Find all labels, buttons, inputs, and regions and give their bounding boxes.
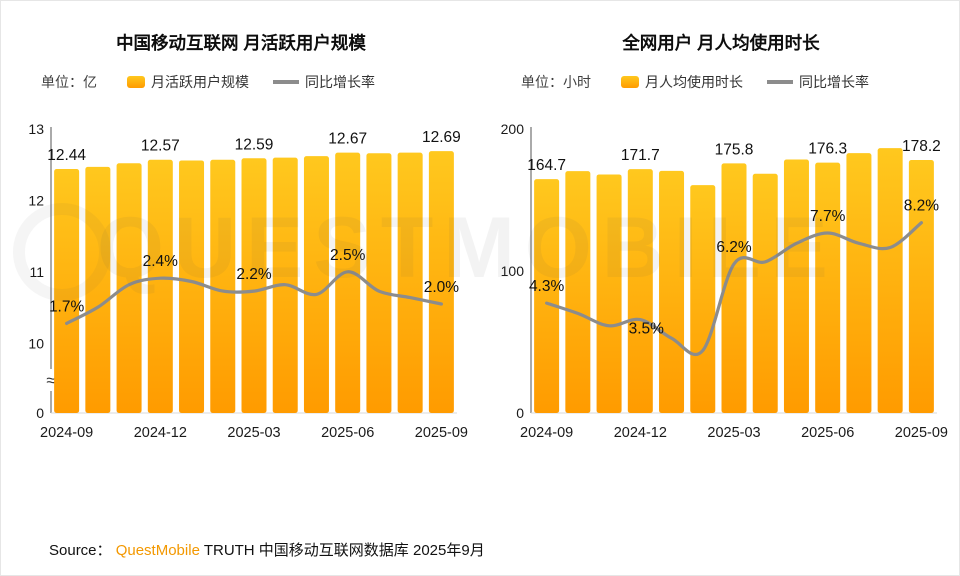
line-value-label: 4.3% (529, 278, 565, 295)
legend-row-duration: 单位：小时 月人均使用时长 同比增长率 (521, 73, 951, 91)
bar-2025-02 (690, 185, 716, 413)
bar-swatch-icon (621, 76, 639, 88)
bar-2025-05 (783, 159, 809, 413)
x-tick-label: 2025-09 (415, 425, 468, 441)
legend-item-line: 同比增长率 (273, 72, 375, 92)
y-tick-label: 11 (29, 264, 44, 280)
bar-2024-12 (627, 169, 653, 413)
bar-2025-01 (659, 170, 685, 413)
axis-break-icon: ≈ (46, 371, 55, 390)
bar-2024-11 (116, 163, 142, 413)
legend-item-line: 同比增长率 (767, 72, 869, 92)
bar-2025-03 (241, 158, 267, 413)
legend-label-bar: 月活跃用户规模 (151, 74, 249, 90)
legend-label-line: 同比增长率 (305, 74, 375, 90)
bar-2025-08 (877, 148, 903, 414)
x-tick-label: 2025-06 (801, 425, 854, 441)
bar-value-label: 164.7 (527, 157, 566, 174)
line-value-label: 2.2% (236, 266, 272, 283)
x-tick-label: 2024-12 (134, 425, 187, 441)
y-tick-label: 0 (516, 405, 524, 421)
line-swatch-icon (767, 80, 793, 84)
bar-2025-01 (179, 160, 205, 413)
line-value-label: 6.2% (716, 239, 752, 256)
chart-title-duration: 全网用户 月人均使用时长 (622, 33, 820, 53)
bar-value-label: 12.44 (47, 147, 86, 164)
bar-2025-03 (721, 163, 747, 413)
source-prefix: Source： (49, 542, 112, 559)
y-tick-label: 0 (36, 405, 44, 421)
bar-2024-09 (54, 169, 80, 413)
x-tick-label: 2024-09 (520, 425, 573, 441)
bar-value-label: 175.8 (715, 141, 754, 158)
bar-2025-06 (335, 152, 361, 414)
growth-line (545, 221, 923, 357)
chart-mau: 13 12 11 10 0 ≈12.44 12.57 12.59 12.67 12.69 1.7% 2… (11, 101, 471, 453)
legend-row-mau: 单位：亿 月活跃用户规模 同比增长率 (41, 73, 471, 91)
bar-2025-07 (846, 153, 872, 413)
source-brand: QuestMobile (115, 542, 200, 559)
x-tick-label: 2025-03 (707, 425, 760, 441)
chart-title-mau: 中国移动互联网 月活跃用户规模 (116, 33, 366, 53)
chart-svg: 200 100 0 164.7 171.7 175.8 176.3 178.2 4.3% 3.5%… (501, 121, 948, 441)
x-tick-label: 2024-12 (614, 425, 667, 441)
legend-label-bar: 月人均使用时长 (645, 74, 743, 90)
legend-label-line: 同比增长率 (799, 74, 869, 90)
growth-line (65, 270, 443, 326)
bar-2024-10 (565, 171, 591, 413)
line-value-label: 3.5% (629, 321, 665, 338)
line-value-label: 2.4% (143, 253, 179, 270)
line-swatch-icon (273, 80, 299, 84)
bar-value-label: 12.69 (422, 129, 461, 146)
x-tick-label: 2025-03 (227, 425, 280, 441)
bar-value-label: 12.59 (235, 136, 274, 153)
bar-swatch-icon (127, 76, 145, 88)
y-tick-label: 12 (28, 192, 44, 208)
chart-panel-mau: 中国移动互联网 月活跃用户规模 单位：亿 月活跃用户规模 同比增长率 13 12 1… (1, 31, 481, 453)
y-tick-label: 100 (501, 263, 525, 279)
y-tick-label: 200 (501, 121, 525, 137)
x-tick-label: 2025-06 (321, 425, 374, 441)
bar-2024-10 (85, 166, 111, 413)
charts-row: 中国移动互联网 月活跃用户规模 单位：亿 月活跃用户规模 同比增长率 13 12 1… (1, 31, 960, 453)
line-value-label: 8.2% (904, 198, 940, 215)
legend-item-bar: 月活跃用户规模 (127, 72, 249, 92)
bar-2025-06 (815, 162, 841, 413)
chart-duration: 200 100 0 164.7 171.7 175.8 176.3 178.2 4.3% 3.5%… (491, 101, 951, 453)
bar-2025-08 (397, 152, 423, 414)
bar-2024-12 (147, 159, 173, 413)
source-line: Source： QuestMobile TRUTH 中国移动互联网数据库 202… (49, 539, 485, 560)
x-tick-label: 2024-09 (40, 425, 93, 441)
line-value-label: 2.0% (424, 279, 460, 296)
line-value-label: 7.7% (810, 208, 846, 225)
bar-value-label: 12.57 (141, 138, 180, 155)
bar-2024-11 (596, 174, 622, 413)
source-suffix: TRUTH 中国移动互联网数据库 2025年9月 (199, 542, 485, 559)
line-value-label: 1.7% (49, 298, 85, 315)
bar-2025-09 (428, 151, 454, 413)
line-value-label: 2.5% (330, 247, 366, 264)
unit-label: 单位：亿 (41, 74, 97, 90)
chart-panel-duration: 全网用户 月人均使用时长 单位：小时 月人均使用时长 同比增长率 200 100 0… (481, 31, 960, 453)
legend-item-bar: 月人均使用时长 (621, 72, 743, 92)
y-tick-label: 13 (28, 121, 44, 137)
bar-2025-02 (210, 159, 236, 413)
bar-value-label: 12.67 (328, 131, 367, 148)
bar-2025-07 (366, 153, 392, 413)
bar-value-label: 171.7 (621, 147, 660, 164)
unit-label: 单位：小时 (521, 74, 591, 90)
bar-value-label: 176.3 (808, 141, 847, 158)
chart-svg: 13 12 11 10 0≈12.44 12.57 12.59 12.67 12.69 1.7% 2… (28, 121, 468, 441)
bar-2025-04 (752, 173, 778, 413)
bar-2025-09 (908, 159, 934, 413)
bar-value-label: 178.2 (902, 138, 941, 155)
x-tick-label: 2025-09 (895, 425, 948, 441)
bar-2024-09 (534, 179, 560, 413)
bar-2025-05 (303, 156, 329, 414)
y-tick-label: 10 (28, 335, 44, 351)
